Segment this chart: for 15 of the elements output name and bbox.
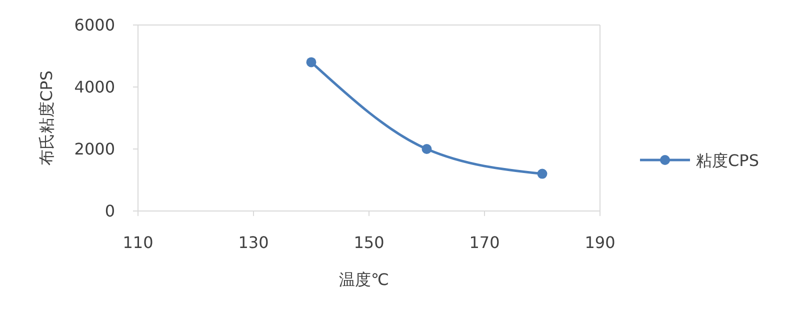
x-tick-label: 150 — [354, 233, 384, 252]
x-tick-label: 170 — [469, 233, 500, 252]
point — [306, 57, 316, 68]
x-tick-label: 110 — [122, 233, 154, 252]
point — [422, 144, 432, 154]
point — [537, 168, 548, 179]
y-tick-label: 4000 — [74, 78, 115, 97]
legend-label: 粘度CPS — [696, 151, 759, 170]
x-tick-label: 130 — [238, 233, 269, 252]
y-tick-label: 0 — [104, 202, 115, 221]
y-axis-title: 布氏粘度CPS — [37, 70, 56, 166]
y-tick-label: 6000 — [74, 16, 115, 35]
x-axis-title: 温度℃ — [339, 270, 389, 289]
x-tick-label: 190 — [584, 233, 616, 252]
y-tick-label: 2000 — [74, 140, 115, 159]
